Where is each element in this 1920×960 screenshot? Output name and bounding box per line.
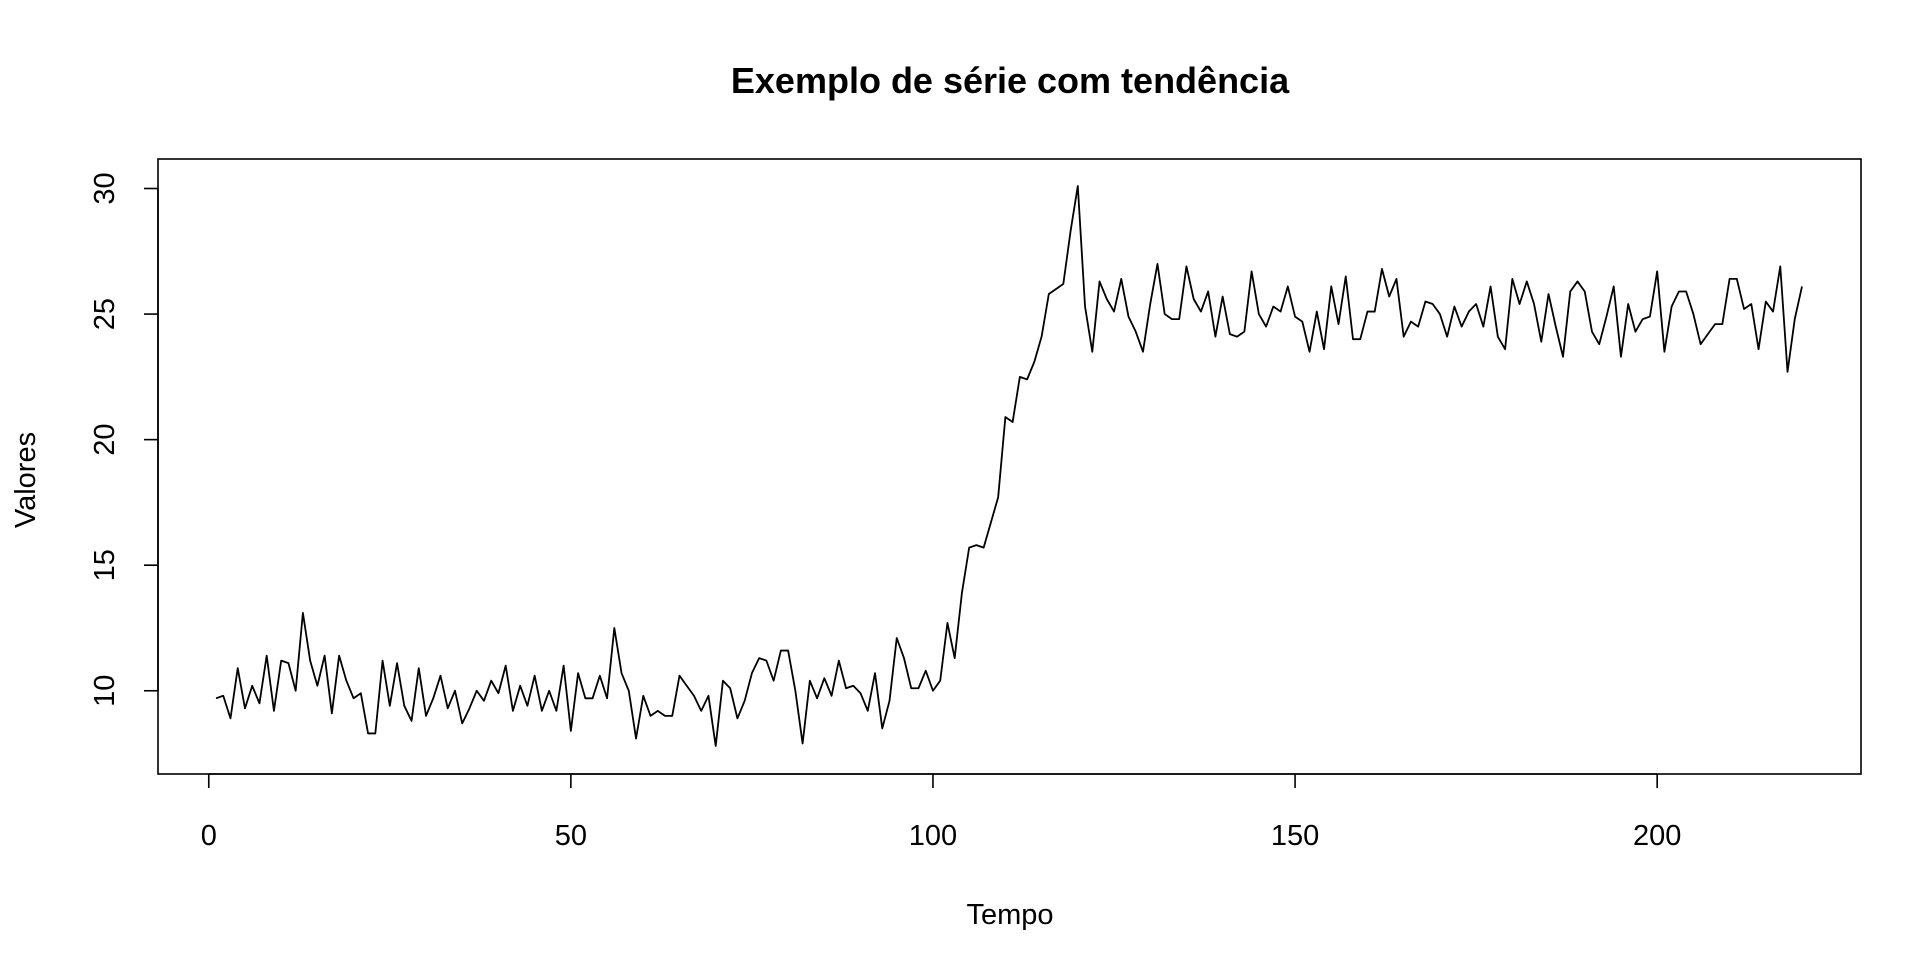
y-axis: 10 15 20 25 30 xyxy=(89,172,159,707)
x-tick-label: 50 xyxy=(555,820,587,852)
x-tick-label: 200 xyxy=(1633,820,1681,852)
y-tick-label: 30 xyxy=(89,172,121,204)
chart-title: Exemplo de série com tendência xyxy=(731,60,1290,101)
x-tick-label: 100 xyxy=(909,820,957,852)
series-line xyxy=(215,185,1803,747)
plot-frame xyxy=(157,158,1862,775)
y-tick-label: 10 xyxy=(89,675,121,707)
y-tick-label: 15 xyxy=(89,549,121,581)
x-axis: 0 50 100 150 200 xyxy=(201,773,1681,852)
y-axis-label: Valores xyxy=(10,432,42,528)
y-tick-label: 25 xyxy=(89,298,121,330)
y-tick-label: 20 xyxy=(89,423,121,455)
x-tick-label: 150 xyxy=(1271,820,1319,852)
x-axis-label: Tempo xyxy=(966,899,1053,931)
x-tick-label: 0 xyxy=(201,820,217,852)
